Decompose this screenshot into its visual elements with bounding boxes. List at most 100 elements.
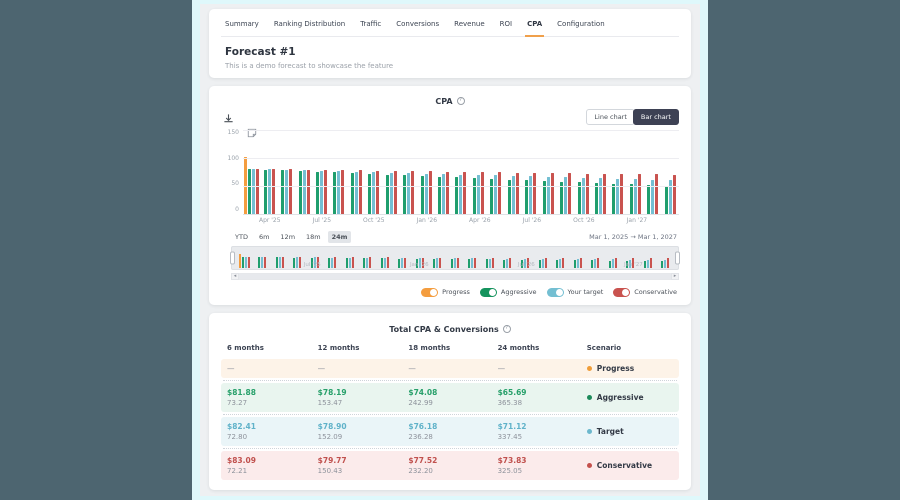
bar-conservative[interactable]	[672, 174, 676, 215]
bar-your-target[interactable]	[616, 178, 620, 215]
bar-aggressive[interactable]	[248, 168, 252, 215]
bar-aggressive[interactable]	[455, 177, 459, 215]
line-chart-button[interactable]: Line chart	[586, 109, 635, 125]
bar-group-sep-25[interactable]	[348, 131, 365, 215]
bar-aggressive[interactable]	[350, 173, 354, 215]
bar-group-may-25[interactable]	[278, 131, 295, 215]
bar-group-apr-26[interactable]	[470, 131, 487, 215]
range-button-6m[interactable]: 6m	[255, 231, 273, 243]
bar-group-dec-26[interactable]	[609, 131, 626, 215]
tab-cpa[interactable]: CPA	[525, 20, 545, 37]
range-button-12m[interactable]: 12m	[276, 231, 299, 243]
bar-your-target[interactable]	[476, 175, 480, 215]
range-button-ytd[interactable]: YTD	[231, 231, 252, 243]
bar-conservative[interactable]	[637, 174, 641, 215]
bar-your-target[interactable]	[424, 173, 428, 215]
bar-your-target[interactable]	[633, 179, 637, 215]
tab-configuration[interactable]: Configuration	[557, 20, 605, 28]
bar-conservative[interactable]	[256, 168, 260, 215]
bar-your-target[interactable]	[267, 169, 271, 215]
bar-group-aug-26[interactable]	[539, 131, 556, 215]
bar-your-target[interactable]	[319, 170, 323, 215]
bar-conservative[interactable]	[271, 169, 275, 215]
table-row-progress[interactable]: — — — — Progress	[221, 359, 679, 378]
tab-revenue[interactable]: Revenue	[454, 20, 485, 28]
bar-conservative[interactable]	[323, 169, 327, 215]
bar-conservative[interactable]	[533, 172, 537, 215]
bar-aggressive[interactable]	[542, 180, 546, 215]
bar-your-target[interactable]	[511, 175, 515, 215]
bar-conservative[interactable]	[620, 173, 624, 215]
legend-item-progress[interactable]: Progress	[421, 287, 470, 297]
bar-your-target[interactable]	[372, 172, 376, 215]
help-icon[interactable]: ?	[456, 97, 465, 105]
bar-your-target[interactable]	[252, 168, 256, 215]
bar-aggressive[interactable]	[612, 183, 616, 215]
bar-aggressive[interactable]	[647, 185, 651, 215]
bar-your-target[interactable]	[494, 175, 498, 215]
help-icon[interactable]: ?	[502, 325, 511, 333]
bar-group-apr-25[interactable]	[260, 131, 277, 215]
bar-conservative[interactable]	[306, 169, 310, 215]
bar-aggressive[interactable]	[594, 183, 598, 215]
bar-your-target[interactable]	[389, 172, 393, 215]
bar-conservative[interactable]	[515, 172, 519, 215]
brush-handle-left[interactable]	[230, 251, 235, 265]
bar-your-target[interactable]	[302, 170, 306, 215]
range-button-24m[interactable]: 24m	[327, 231, 352, 243]
bar-group-oct-26[interactable]	[574, 131, 591, 215]
tab-roi[interactable]: ROI	[499, 20, 513, 28]
scrollbar-thumb[interactable]	[239, 273, 671, 279]
bar-group-jul-26[interactable]	[522, 131, 539, 215]
bar-conservative[interactable]	[585, 173, 589, 215]
bar-conservative[interactable]	[480, 172, 484, 215]
bar-conservative[interactable]	[446, 171, 450, 215]
bar-group-jun-25[interactable]	[295, 131, 312, 215]
bar-conservative[interactable]	[376, 170, 380, 215]
bar-conservative[interactable]	[463, 171, 467, 215]
bar-aggressive[interactable]	[577, 182, 581, 215]
bar-group-aug-25[interactable]	[330, 131, 347, 215]
bar-aggressive[interactable]	[403, 175, 407, 215]
scroll-right-arrow[interactable]: ▸	[671, 272, 679, 280]
bar-conservative[interactable]	[393, 170, 397, 215]
bar-group-jul-25[interactable]	[313, 131, 330, 215]
brush-handle-right[interactable]	[675, 251, 680, 265]
bar-conservative[interactable]	[550, 173, 554, 215]
bar-your-target[interactable]	[581, 177, 585, 215]
bar-group-may-26[interactable]	[487, 131, 504, 215]
legend-item-aggressive[interactable]: Aggressive	[479, 287, 537, 297]
tab-conversions[interactable]: Conversions	[396, 20, 440, 28]
table-row-target[interactable]: $82.41 72.80 $78.90 152.09 $76.18 236.28 $71.1…	[221, 417, 679, 446]
bar-conservative[interactable]	[289, 169, 293, 215]
bar-aggressive[interactable]	[281, 170, 285, 215]
bar-group-jan-27[interactable]	[627, 131, 644, 215]
bar-aggressive[interactable]	[507, 179, 511, 215]
bar-aggressive[interactable]	[420, 175, 424, 215]
bar-aggressive[interactable]	[263, 169, 267, 215]
bar-your-target[interactable]	[442, 174, 446, 215]
bar-group-nov-26[interactable]	[592, 131, 609, 215]
chart-brush[interactable]: Jul '25 Jan '26 Jul '26 Jan '27	[230, 246, 680, 270]
bar-group-feb-26[interactable]	[435, 131, 452, 215]
bar-group-nov-25[interactable]	[383, 131, 400, 215]
bar-aggressive[interactable]	[472, 178, 476, 215]
toggle-progress[interactable]	[421, 287, 439, 297]
download-icon[interactable]	[223, 109, 234, 128]
bar-your-target[interactable]	[459, 174, 463, 215]
bar-aggressive[interactable]	[490, 178, 494, 215]
tab-ranking-distribution[interactable]: Ranking Distribution	[273, 20, 346, 28]
bar-conservative[interactable]	[568, 173, 572, 215]
bar-aggressive[interactable]	[385, 174, 389, 215]
bar-group-jun-26[interactable]	[505, 131, 522, 215]
bar-group-mar-27[interactable]	[662, 131, 679, 215]
scrollbar-track[interactable]	[239, 272, 671, 280]
bar-aggressive[interactable]	[298, 170, 302, 215]
bar-your-target[interactable]	[668, 180, 672, 215]
bar-group-feb-27[interactable]	[644, 131, 661, 215]
bar-aggressive[interactable]	[438, 176, 442, 215]
table-row-aggressive[interactable]: $81.88 73.27 $78.19 153.47 $74.08 242.99 $65.6…	[221, 383, 679, 412]
bar-conservative[interactable]	[655, 174, 659, 215]
bar-conservative[interactable]	[411, 171, 415, 215]
legend-item-conservative[interactable]: Conservative	[613, 287, 677, 297]
